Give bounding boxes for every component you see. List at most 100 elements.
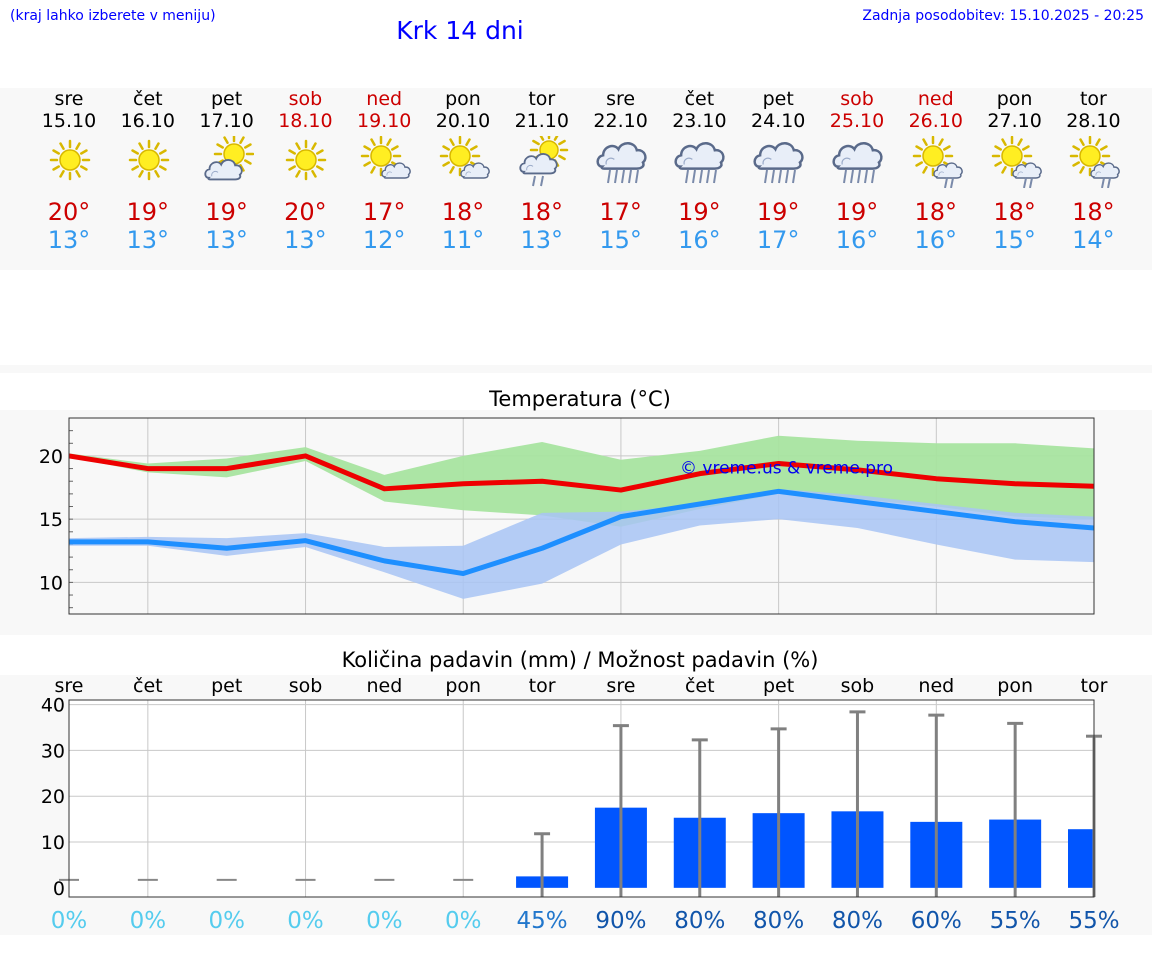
cloud-heavy-rain-icon	[753, 142, 804, 184]
max-temp-range	[69, 435, 1094, 527]
day-name: ned	[366, 88, 403, 110]
temp-min: 17°	[756, 226, 800, 254]
precip-probability: 0%	[366, 908, 403, 934]
watermark: © vreme.us & vreme.pro	[680, 459, 893, 479]
y-tick-label: 30	[41, 740, 65, 762]
temp-min: 16°	[914, 226, 958, 254]
cloud-shape	[596, 142, 647, 170]
cloud-shape	[460, 162, 490, 179]
x-tick-label: pon	[997, 675, 1033, 697]
cloud-heavy-rain-icon	[674, 142, 725, 184]
x-tick-label: tor	[1081, 675, 1108, 697]
last-updated: Zadnja posodobitev: 15.10.2025 - 20:25	[862, 8, 1144, 24]
y-tick-label: 10	[41, 832, 65, 854]
min-temp-line	[69, 488, 1095, 577]
day-name: pet	[210, 88, 243, 110]
cloud-shape	[1011, 162, 1042, 179]
plot-frame	[68, 417, 1095, 615]
cloud-shape	[1090, 162, 1121, 179]
sun-cloud-light-rain-icon	[991, 136, 1042, 188]
y-tick-label: 20	[39, 446, 63, 468]
temp-max: 19°	[756, 198, 800, 226]
x-tick-label: sre	[606, 675, 635, 697]
cloud-shape	[674, 142, 725, 170]
day-column: pon 27.10 18° 15°	[976, 88, 1054, 258]
sun-shape	[991, 136, 1032, 177]
sun-cloud-light-rain-icon	[912, 136, 963, 188]
precipitation-chart-title: Količina padavin (mm) / Možnost padavin …	[341, 648, 819, 672]
sun-icon	[286, 139, 327, 181]
x-tick-label: pon	[445, 675, 481, 697]
precip-probability: 0%	[287, 908, 324, 934]
temp-max: 18°	[520, 198, 564, 226]
precip-bar	[1068, 829, 1094, 888]
temp-min: 14°	[1072, 226, 1115, 254]
cloud-heavy-rain-icon	[832, 142, 883, 184]
max-temp-line	[68, 453, 1095, 493]
sun-small-cloud-icon	[439, 136, 490, 179]
day-name: pon	[996, 88, 1033, 110]
precip-probability: 55%	[1068, 908, 1119, 934]
cloud-shape	[933, 162, 963, 179]
precip-probability: 0%	[208, 908, 245, 934]
cloud-shape	[203, 159, 243, 181]
temp-max: 18°	[914, 198, 958, 226]
page-title: Krk 14 dni	[396, 16, 524, 45]
sun-shape	[128, 139, 170, 181]
y-tick-label: 0	[53, 878, 65, 900]
cloud-shape	[832, 142, 883, 170]
day-column: pet 17.10 19° 13°	[188, 88, 266, 258]
cloud-shape	[753, 142, 804, 170]
temp-min: 13°	[520, 226, 564, 254]
temp-max: 19°	[835, 198, 879, 226]
day-column: sre 15.10 20° 13°	[30, 88, 108, 258]
rain-drops	[1022, 177, 1033, 188]
precip-probability: 60%	[911, 908, 962, 934]
rain-drops	[606, 169, 639, 184]
precip-probability: 90%	[595, 908, 646, 934]
temp-min: 15°	[993, 226, 1036, 254]
day-date: 25.10	[829, 110, 885, 132]
temp-min: 13°	[47, 226, 91, 254]
day-column: pon 20.10 18° 11°	[424, 88, 502, 258]
day-column: ned 26.10 18° 16°	[897, 88, 975, 258]
sun-shape	[49, 139, 91, 181]
x-tick-label: sob	[841, 675, 875, 697]
temp-min: 13°	[284, 226, 327, 254]
temp-min: 13°	[205, 226, 248, 254]
day-column: čet 23.10 19° 16°	[660, 88, 738, 258]
temp-min: 11°	[441, 226, 485, 254]
temp-max: 19°	[126, 198, 170, 226]
x-tick-label: sob	[289, 675, 323, 697]
temp-max: 19°	[678, 198, 721, 226]
sun-shape	[912, 136, 954, 177]
sun-small-cloud-icon	[360, 136, 411, 179]
x-tick-label: ned	[366, 675, 402, 697]
cloud-heavy-rain-icon	[596, 142, 647, 184]
x-tick-label: pet	[763, 675, 794, 697]
day-column: ned 19.10 17° 12°	[345, 88, 423, 258]
daily-forecast-strip	[0, 88, 1152, 270]
day-name: sre	[54, 88, 84, 110]
day-column: sre 22.10 17° 15°	[582, 88, 660, 258]
temp-max: 18°	[441, 198, 485, 226]
sun-icon	[49, 139, 91, 181]
sun-icon	[128, 139, 170, 181]
temperature-chart-title: Temperatura (°C)	[489, 387, 671, 411]
temp-max: 17°	[599, 198, 642, 226]
day-date: 16.10	[120, 110, 175, 132]
x-tick-label: ned	[918, 675, 954, 697]
sun-cloud-light-rain-icon	[1070, 136, 1121, 188]
rain-drops	[1101, 177, 1112, 188]
x-tick-label: pet	[211, 675, 242, 697]
day-name: čet	[133, 88, 163, 110]
day-date: 24.10	[750, 110, 806, 132]
day-column: sob 18.10 20° 13°	[266, 88, 344, 258]
day-column: tor 28.10 18° 14°	[1054, 88, 1132, 258]
day-date: 21.10	[514, 110, 569, 132]
x-tick-label: tor	[529, 675, 556, 697]
day-date: 17.10	[199, 110, 254, 132]
rain-drops	[764, 169, 797, 184]
sun-shape	[286, 139, 327, 181]
